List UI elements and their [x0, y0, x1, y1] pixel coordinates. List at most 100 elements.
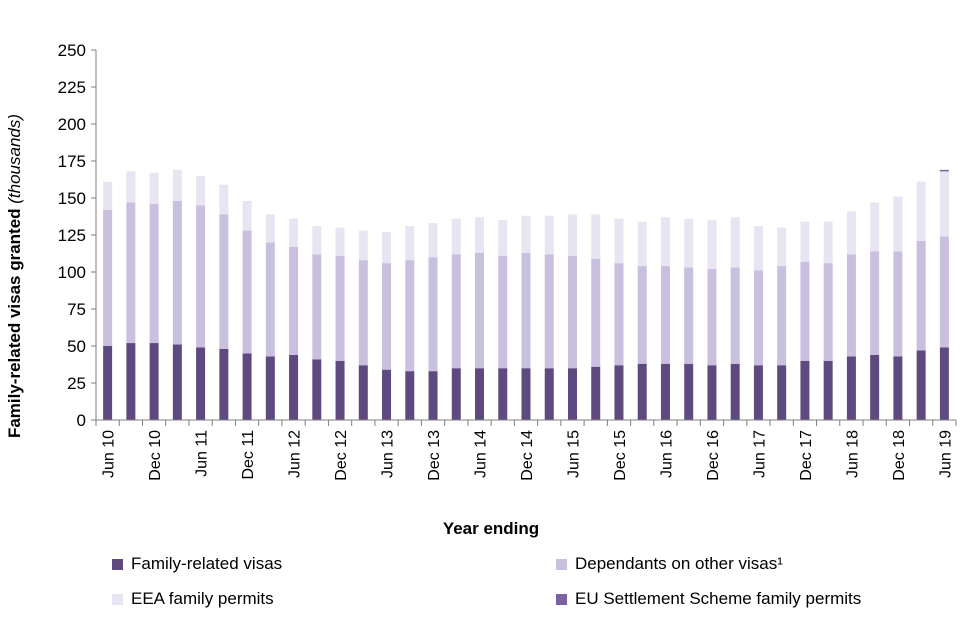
bar-eea-family-permits — [637, 221, 647, 267]
bar-dependants — [614, 263, 624, 366]
bar-dependants — [103, 209, 113, 346]
bar-eea-family-permits — [358, 230, 368, 261]
y-tick-label: 125 — [58, 226, 86, 245]
bar-dependants — [660, 266, 670, 364]
bar-family-related-visas — [358, 365, 368, 420]
y-tick-label: 225 — [58, 78, 86, 97]
bar-eea-family-permits — [893, 196, 903, 252]
bar-dependants — [544, 254, 554, 369]
bar-eea-family-permits — [451, 218, 461, 255]
bar-eea-family-permits — [544, 215, 554, 255]
bar-eea-family-permits — [126, 171, 136, 203]
bar-dependants — [335, 255, 345, 361]
bar-eea-family-permits — [475, 217, 485, 253]
bar-dependants — [846, 254, 856, 357]
x-tick-label: Dec 18 — [891, 430, 908, 481]
bar-family-related-visas — [893, 356, 903, 420]
legend-label: EEA family permits — [131, 589, 274, 608]
bar-dependants — [126, 202, 136, 344]
legend-item-eu-settlement-scheme: EU Settlement Scheme family permits — [556, 589, 861, 609]
x-tick-label: Jun 16 — [658, 430, 675, 478]
bar-eea-family-permits — [149, 172, 159, 204]
bar-family-related-visas — [521, 368, 531, 420]
bar-dependants — [870, 251, 880, 355]
y-tick-label: 75 — [67, 300, 86, 319]
bar-family-related-visas — [103, 346, 113, 420]
bar-family-related-visas — [614, 365, 624, 420]
bar-family-related-visas — [475, 368, 485, 420]
bar-family-related-visas — [265, 356, 275, 420]
bar-family-related-visas — [405, 371, 415, 420]
y-tick-label: 25 — [67, 374, 86, 393]
bar-family-related-visas — [730, 363, 740, 420]
y-tick-label: 100 — [58, 263, 86, 282]
y-tick-label: 0 — [77, 411, 86, 430]
bar-eu-settlement-scheme — [939, 169, 949, 172]
bar-family-related-visas — [870, 354, 880, 420]
y-tick-label: 150 — [58, 189, 86, 208]
bar-dependants — [823, 263, 833, 361]
bar-dependants — [242, 230, 252, 354]
bar-dependants — [149, 203, 159, 344]
bar-eea-family-permits — [567, 214, 577, 256]
legend-swatch — [556, 593, 567, 605]
bar-eea-family-permits — [382, 232, 392, 264]
bar-dependants — [289, 246, 299, 355]
x-axis-title: Year ending — [443, 519, 539, 538]
x-tick-label: Jun 11 — [194, 430, 211, 477]
bar-family-related-visas — [312, 359, 322, 420]
y-tick-label: 50 — [67, 337, 86, 356]
bar-eea-family-permits — [242, 200, 252, 231]
bar-eea-family-permits — [870, 202, 880, 252]
bar-eea-family-permits — [846, 211, 856, 255]
bar-family-related-visas — [567, 368, 577, 420]
bar-eea-family-permits — [614, 218, 624, 264]
bar-family-related-visas — [196, 347, 206, 420]
y-axis-title-unit: (thousands) — [5, 114, 24, 204]
bar-family-related-visas — [451, 368, 461, 420]
bar-dependants — [637, 266, 647, 364]
bar-family-related-visas — [126, 343, 136, 420]
bar-family-related-visas — [660, 363, 670, 420]
bar-eea-family-permits — [265, 214, 275, 243]
bar-eea-family-permits — [800, 221, 810, 262]
legend: Family-related visas Dependants on other… — [0, 548, 960, 628]
bar-eea-family-permits — [707, 220, 717, 270]
bar-dependants — [358, 260, 368, 366]
x-tick-label: Dec 13 — [426, 430, 443, 481]
y-axis-title: Family-related visas granted (thousands) — [5, 114, 24, 438]
bar-dependants — [800, 261, 810, 361]
y-tick-label: 175 — [58, 152, 86, 171]
legend-label: EU Settlement Scheme family permits — [575, 589, 862, 608]
bar-eea-family-permits — [405, 226, 415, 261]
bar-dependants — [196, 205, 206, 348]
legend-swatch — [112, 558, 123, 570]
bar-family-related-visas — [382, 369, 392, 420]
y-axis: 0 25 50 75 100 125 150 175 200 225 250 — [58, 41, 97, 430]
x-tick-label: Jun 18 — [844, 430, 861, 478]
bar-eea-family-permits — [521, 215, 531, 253]
bar-family-related-visas — [289, 354, 299, 420]
bar-family-related-visas — [916, 350, 926, 420]
x-tick-label: Dec 15 — [612, 430, 629, 481]
y-axis-title-main: Family-related visas granted — [5, 208, 24, 438]
bar-family-related-visas — [219, 348, 229, 420]
bar-dependants — [312, 254, 322, 360]
legend-label: Family-related visas — [131, 554, 283, 573]
bar-eea-family-permits — [172, 169, 182, 201]
bar-family-related-visas — [637, 363, 647, 420]
bar-eea-family-permits — [591, 214, 601, 259]
bar-eea-family-permits — [289, 218, 299, 247]
bar-eea-family-permits — [498, 220, 508, 256]
bar-eea-family-permits — [753, 226, 763, 271]
bar-family-related-visas — [242, 353, 252, 420]
bar-dependants — [684, 267, 694, 364]
bars — [103, 169, 949, 420]
bar-eea-family-permits — [196, 175, 206, 206]
bar-dependants — [777, 266, 787, 366]
y-tick-label: 250 — [58, 41, 86, 60]
bar-dependants — [567, 255, 577, 369]
bar-dependants — [172, 200, 182, 345]
bar-dependants — [219, 214, 229, 349]
bar-family-related-visas — [753, 365, 763, 420]
